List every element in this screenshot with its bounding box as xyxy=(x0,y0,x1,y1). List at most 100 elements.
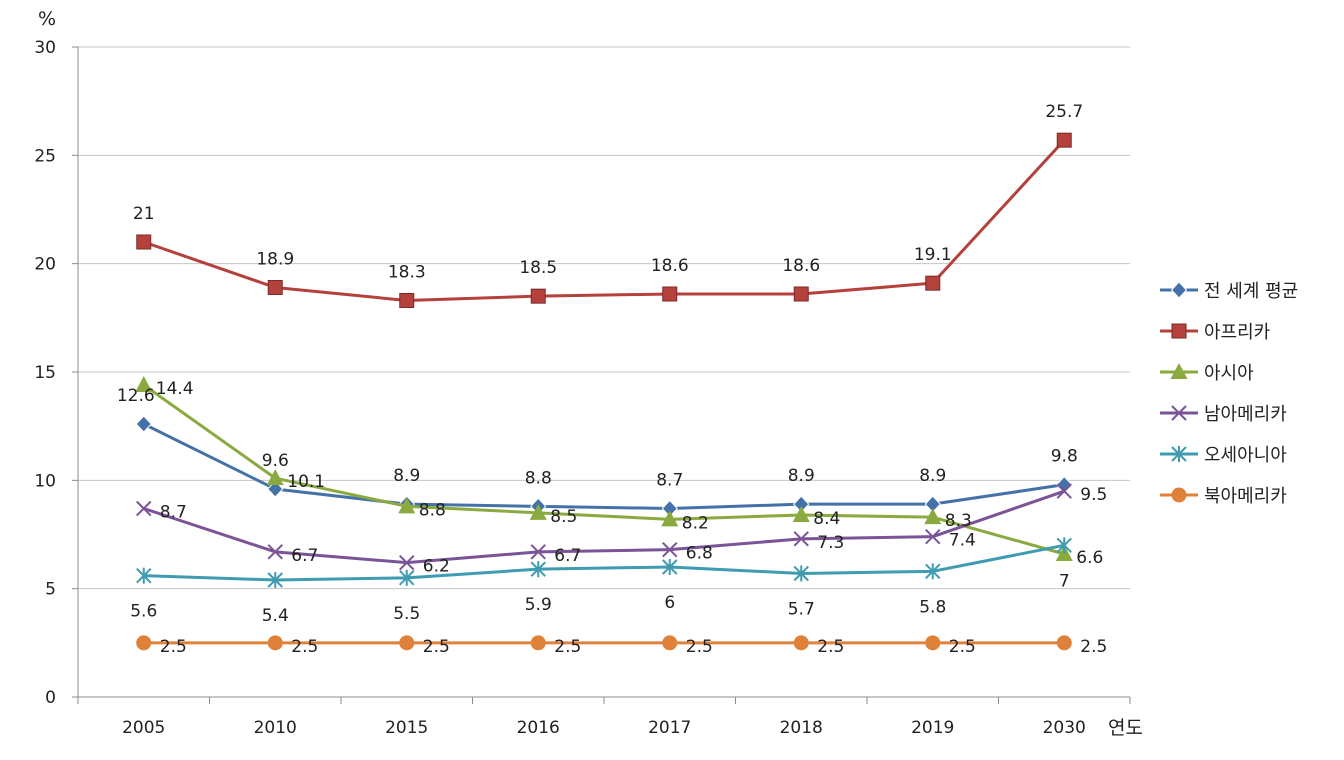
series-2-point xyxy=(398,497,416,514)
series-1-point xyxy=(1056,132,1072,148)
x-tick-label: 2018 xyxy=(780,718,823,738)
data-label: 2.5 xyxy=(423,637,450,657)
series-1-point xyxy=(136,234,152,250)
x-tick-label: 2030 xyxy=(1043,718,1086,738)
series-2-point xyxy=(529,503,547,520)
data-label: 8.8 xyxy=(419,500,446,520)
data-label: 6.8 xyxy=(686,544,713,564)
series-4-point xyxy=(925,563,941,580)
data-label: 8.5 xyxy=(550,507,577,527)
series-1-point xyxy=(267,280,283,295)
data-label: 18.9 xyxy=(256,250,294,270)
data-label: 8.7 xyxy=(656,471,683,491)
data-label: 12.6 xyxy=(117,386,155,406)
series-3-point xyxy=(399,554,415,571)
y-tick-label: 5 xyxy=(45,580,56,600)
series-5-point xyxy=(793,635,809,651)
data-label: 10.1 xyxy=(287,472,325,492)
data-label: 8.8 xyxy=(525,468,552,488)
data-label: 5.8 xyxy=(919,597,946,617)
y-axis-title: % xyxy=(38,8,56,30)
series-3-point xyxy=(662,541,678,558)
x-tick-label: 2015 xyxy=(385,718,428,738)
series-5-point xyxy=(925,635,941,651)
data-label: 19.1 xyxy=(914,245,952,265)
data-label: 18.6 xyxy=(651,256,689,276)
series-2-point xyxy=(792,506,810,522)
series-5-point xyxy=(136,635,152,651)
legend-label: 아프리카 xyxy=(1204,322,1270,343)
series-1-point xyxy=(793,286,809,302)
series-3-point xyxy=(136,500,152,517)
series-3-point xyxy=(1056,483,1072,499)
data-label: 8.3 xyxy=(945,511,972,531)
legend-marker xyxy=(1171,446,1187,462)
data-label: 8.9 xyxy=(788,466,815,486)
data-label: 6.7 xyxy=(554,546,581,566)
series-2-point xyxy=(135,376,153,392)
data-label: 9.5 xyxy=(1080,485,1107,505)
series-1-point xyxy=(925,275,941,291)
data-label: 7.4 xyxy=(949,531,976,551)
series-3-point xyxy=(267,544,283,560)
data-label: 18.6 xyxy=(782,256,820,276)
series-5-point xyxy=(399,635,415,651)
series-1-point xyxy=(399,293,415,308)
data-label: 18.5 xyxy=(519,258,557,278)
series-4-point xyxy=(267,572,283,588)
data-label: 2.5 xyxy=(554,637,581,657)
y-tick-label: 15 xyxy=(34,363,56,383)
legend-marker xyxy=(1171,487,1187,503)
data-labels: 12.6 9.6 8.9 8.8 8.7 8.9 8.9 9.8 21 18.9 18.3 18.5 1… xyxy=(117,102,1107,657)
data-label: 9.6 xyxy=(262,451,289,471)
series-5-point xyxy=(662,635,678,651)
series-5-point xyxy=(1056,635,1072,651)
data-label: 8.7 xyxy=(160,503,187,523)
series-2-point xyxy=(266,469,284,486)
series-4-point xyxy=(1056,537,1072,554)
legend-marker xyxy=(1170,363,1188,379)
data-label: 8.9 xyxy=(393,466,420,486)
data-label: 2.5 xyxy=(1080,637,1107,657)
series-4-point xyxy=(793,565,809,582)
data-label: 7 xyxy=(1059,571,1070,591)
series-line-3 xyxy=(143,489,1065,565)
x-axis-title: 연도 xyxy=(1108,717,1143,739)
series-line-2 xyxy=(142,383,1065,556)
legend-marker xyxy=(1170,281,1188,299)
data-label: 9.8 xyxy=(1051,447,1078,467)
legend-label: 오세아니아 xyxy=(1204,445,1287,466)
data-label: 2.5 xyxy=(160,637,187,657)
data-label: 8.4 xyxy=(813,509,840,529)
x-tick-label: 2017 xyxy=(648,718,691,738)
data-label: 6 xyxy=(664,593,675,613)
axes: 0 5 10 15 20 25 30 2005 2010 2015 2016 2017 2018 2019… xyxy=(34,8,1143,739)
legend-label: 남아메리카 xyxy=(1204,404,1287,425)
y-tick-label: 25 xyxy=(34,146,56,166)
data-label: 5.7 xyxy=(788,600,815,620)
data-label: 5.6 xyxy=(130,602,157,622)
series-4-point xyxy=(399,569,415,586)
series-1-point xyxy=(530,288,546,304)
data-label: 6.7 xyxy=(291,546,318,566)
series-line-0 xyxy=(143,422,1065,510)
data-label: 5.5 xyxy=(393,604,420,624)
legend-marker xyxy=(1171,323,1187,339)
data-label: 5.4 xyxy=(262,606,289,626)
series-0-point xyxy=(135,415,152,433)
data-label: 2.5 xyxy=(686,637,713,657)
series-line-1 xyxy=(143,139,1066,302)
x-tick-label: 2016 xyxy=(517,718,560,738)
series-3-point xyxy=(530,544,546,560)
legend-label: 아시아 xyxy=(1204,363,1254,384)
series-4-point xyxy=(530,561,546,578)
x-tick-label: 2019 xyxy=(911,718,954,738)
data-label: 5.9 xyxy=(525,595,552,615)
series-1-point xyxy=(662,286,678,302)
data-label: 18.3 xyxy=(388,263,426,283)
y-tick-label: 30 xyxy=(34,38,56,58)
series-layer xyxy=(135,132,1073,651)
legend-marker xyxy=(1171,405,1187,421)
series-line-4 xyxy=(143,543,1065,582)
